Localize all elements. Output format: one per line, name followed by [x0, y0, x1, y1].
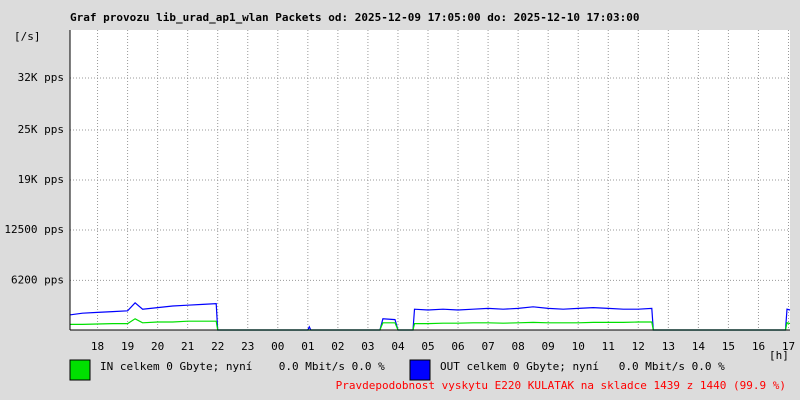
x-tick-label: 10 — [572, 340, 585, 353]
x-tick-label: 06 — [451, 340, 464, 353]
legend-label: IN celkem 0 Gbyte; nyní 0.0 Mbit/s 0.0 % — [100, 360, 385, 373]
x-tick-label: 17 — [782, 340, 795, 353]
x-tick-label: 16 — [752, 340, 765, 353]
x-tick-label: 05 — [421, 340, 434, 353]
x-tick-label: 13 — [662, 340, 675, 353]
x-tick-label: 08 — [512, 340, 525, 353]
x-tick-label: 04 — [391, 340, 405, 353]
legend-swatch — [69, 359, 91, 381]
x-tick-label: 15 — [722, 340, 735, 353]
y-axis-label: [/s] — [14, 30, 41, 43]
x-tick-label: 12 — [632, 340, 645, 353]
chart-title: Graf provozu lib_urad_ap1_wlan Packets o… — [70, 11, 640, 24]
y-tick-label: 19K pps — [18, 173, 64, 186]
x-tick-label: 03 — [361, 340, 374, 353]
x-tick-label: 09 — [542, 340, 555, 353]
y-tick-label: 25K pps — [18, 123, 64, 136]
x-tick-label: 02 — [331, 340, 344, 353]
footer: Pravdepodobnost vyskytu E220 KULATAK na … — [336, 379, 786, 392]
legend-label: OUT celkem 0 Gbyte; nyní 0.0 Mbit/s 0.0 … — [440, 360, 725, 373]
x-tick-label: 01 — [301, 340, 314, 353]
x-tick-label: 07 — [481, 340, 494, 353]
x-tick-label: 23 — [241, 340, 254, 353]
y-tick-label: 12500 pps — [4, 223, 64, 236]
lines — [70, 301, 791, 331]
x-tick-label: 22 — [211, 340, 224, 353]
x-tick-label: 20 — [151, 340, 164, 353]
x-tick-label: 00 — [271, 340, 284, 353]
x-axis-label: [h] — [769, 349, 789, 362]
series-line — [70, 301, 791, 331]
x-tick-label: 21 — [181, 340, 194, 353]
y-tick-label: 32K pps — [18, 71, 64, 84]
grid — [70, 30, 790, 330]
x-tick-label: 11 — [602, 340, 615, 353]
x-tick-label: 18 — [91, 340, 104, 353]
series-line — [70, 318, 791, 331]
x-tick-label: 19 — [121, 340, 134, 353]
x-tick-label: 14 — [692, 340, 706, 353]
y-tick-label: 6200 pps — [11, 273, 64, 286]
legend-swatch — [409, 359, 431, 381]
